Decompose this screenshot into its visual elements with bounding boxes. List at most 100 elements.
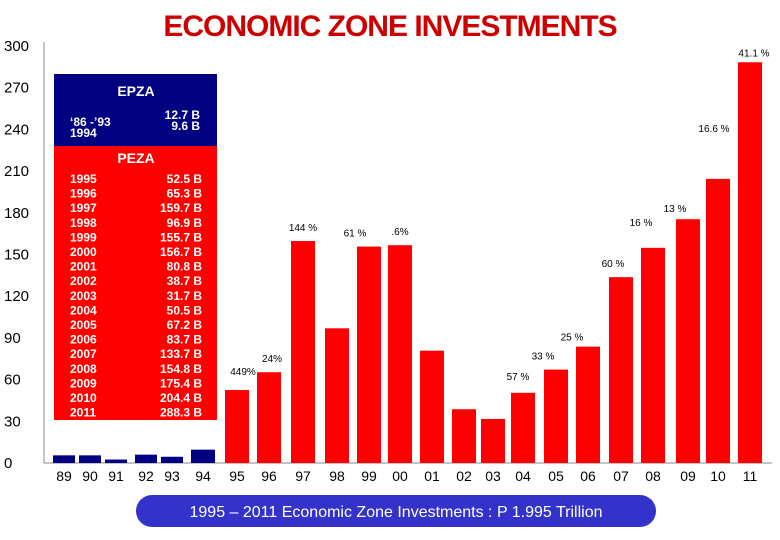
peza-value: 155.7 B bbox=[160, 230, 202, 244]
peza-value: 175.4 B bbox=[160, 376, 202, 390]
x-tick-label: 98 bbox=[329, 468, 345, 484]
peza-value: 288.3 B bbox=[160, 406, 202, 420]
peza-value: 65.3 B bbox=[167, 187, 203, 201]
peza-heading: PEZA bbox=[117, 150, 154, 166]
x-tick-label: 96 bbox=[261, 468, 277, 484]
bar-1993 bbox=[161, 456, 183, 463]
x-tick-label: 08 bbox=[645, 468, 661, 484]
bar-1992 bbox=[135, 454, 157, 463]
peza-rows: 1995 52.5 B 1996 65.3 B 1997 159.7 B 1998 96.9 … bbox=[70, 172, 202, 420]
x-tick-label: 92 bbox=[138, 468, 154, 484]
x-tick-label: 05 bbox=[548, 468, 564, 484]
bar-2011 bbox=[738, 62, 762, 463]
peza-year: 2000 bbox=[70, 245, 97, 259]
footer-banner-bg bbox=[136, 495, 656, 527]
peza-value: 156.7 B bbox=[160, 245, 202, 259]
epza-rows: ‘86 -’93 12.7 B 1994 9.6 B bbox=[70, 108, 200, 140]
x-tick-label: 95 bbox=[229, 468, 245, 484]
growth-label: 13 % bbox=[664, 204, 687, 215]
peza-value: 52.5 B bbox=[167, 172, 203, 186]
epza-year: ‘86 -’93 bbox=[70, 115, 111, 129]
peza-year: 2009 bbox=[70, 376, 97, 390]
peza-year: 2005 bbox=[70, 318, 97, 332]
x-tick-label: 09 bbox=[680, 468, 696, 484]
peza-value: 83.7 B bbox=[167, 333, 203, 347]
y-tick-label: 180 bbox=[4, 205, 29, 222]
peza-year: 2010 bbox=[70, 391, 97, 405]
x-tick-label: 06 bbox=[580, 468, 596, 484]
bar-2006 bbox=[576, 346, 600, 463]
epza-value: 12.7 B bbox=[165, 108, 201, 122]
bar-2010 bbox=[706, 178, 730, 463]
chart-title: ECONOMIC ZONE INVESTMENTS bbox=[163, 10, 616, 43]
peza-year: 2001 bbox=[70, 260, 97, 274]
bar-1998 bbox=[325, 328, 349, 463]
growth-label: 16.6 % bbox=[698, 124, 729, 135]
peza-year: 2008 bbox=[70, 362, 97, 376]
growth-label: 24% bbox=[262, 354, 282, 365]
peza-year: 2003 bbox=[70, 289, 97, 303]
bar-1990 bbox=[79, 455, 101, 463]
bar-1995 bbox=[225, 390, 249, 463]
x-tick-label: 01 bbox=[424, 468, 440, 484]
x-tick-label: 99 bbox=[361, 468, 377, 484]
bar-1997 bbox=[291, 241, 315, 463]
y-tick-label: 0 bbox=[4, 455, 12, 472]
peza-year: 1996 bbox=[70, 187, 97, 201]
x-axis-ticks: 89 90 91 92 93 94 95 96 97 98 99 00 01 02 03 04 05 06 07 08… bbox=[56, 468, 757, 484]
peza-value: 154.8 B bbox=[160, 362, 202, 376]
bar-2004 bbox=[511, 392, 535, 463]
peza-year: 2004 bbox=[70, 303, 97, 317]
epza-value: 9.6 B bbox=[171, 119, 200, 133]
peza-value: 38.7 B bbox=[167, 274, 203, 288]
x-tick-label: 00 bbox=[392, 468, 408, 484]
peza-value: 96.9 B bbox=[167, 216, 203, 230]
epza-box: EPZA ‘86 -’93 12.7 B 1994 9.6 B bbox=[54, 74, 217, 146]
growth-label: 33 % bbox=[532, 352, 555, 363]
x-tick-label: 11 bbox=[743, 468, 758, 484]
peza-year: 2007 bbox=[70, 347, 97, 361]
peza-year: 1995 bbox=[70, 172, 97, 186]
growth-label: 61 % bbox=[344, 229, 367, 240]
y-axis-ticks: 0 30 60 90 120 150 180 210 240 270 300 bbox=[4, 38, 29, 472]
bar-2008 bbox=[641, 247, 665, 463]
y-tick-label: 300 bbox=[4, 38, 29, 55]
epza-box-bg bbox=[54, 74, 217, 146]
y-tick-label: 150 bbox=[4, 247, 29, 264]
peza-year: 1997 bbox=[70, 201, 97, 215]
peza-value: 159.7 B bbox=[160, 201, 202, 215]
bars bbox=[53, 62, 762, 463]
growth-label: 60 % bbox=[602, 259, 625, 270]
bar-2005 bbox=[544, 369, 568, 463]
bar-2002 bbox=[452, 409, 476, 463]
peza-value: 133.7 B bbox=[160, 347, 202, 361]
bar-1991 bbox=[105, 459, 127, 463]
y-tick-label: 120 bbox=[4, 288, 29, 305]
x-tick-label: 02 bbox=[456, 468, 472, 484]
peza-value: 67.2 B bbox=[167, 318, 203, 332]
x-tick-label: 04 bbox=[515, 468, 531, 484]
growth-label: 16 % bbox=[630, 218, 653, 229]
bar-1996 bbox=[257, 372, 281, 463]
peza-year: 1999 bbox=[70, 230, 97, 244]
peza-box: PEZA 1995 52.5 B 1996 65.3 B 1997 159.7 B 1998… bbox=[54, 146, 217, 420]
x-tick-label: 91 bbox=[108, 468, 124, 484]
peza-year: 2011 bbox=[70, 406, 96, 420]
bar-2003 bbox=[481, 418, 505, 463]
growth-label: 449% bbox=[230, 367, 256, 378]
x-tick-label: 89 bbox=[56, 468, 72, 484]
peza-year: 2006 bbox=[70, 333, 97, 347]
y-tick-label: 210 bbox=[4, 163, 29, 180]
bar-2007 bbox=[609, 277, 633, 463]
bar-2000 bbox=[388, 245, 412, 463]
x-tick-label: 97 bbox=[295, 468, 311, 484]
y-tick-label: 90 bbox=[4, 330, 21, 347]
peza-value: 31.7 B bbox=[167, 289, 203, 303]
bar-2009 bbox=[676, 219, 700, 463]
y-tick-label: 30 bbox=[4, 413, 21, 430]
bar-1989 bbox=[53, 455, 75, 463]
bar-1994 bbox=[191, 449, 215, 463]
x-tick-label: 93 bbox=[164, 468, 180, 484]
y-tick-label: 240 bbox=[4, 121, 29, 138]
x-tick-label: 07 bbox=[613, 468, 629, 484]
